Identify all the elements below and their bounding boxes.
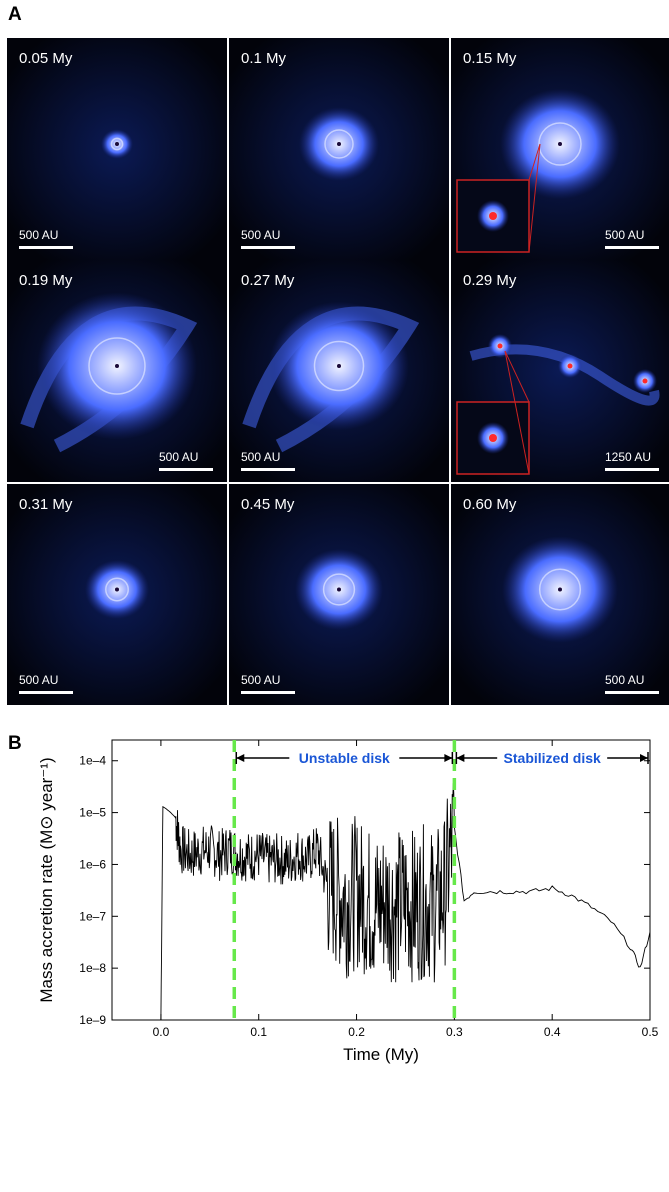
x-axis-label: Time (My) [343,1045,419,1064]
disk-image [229,260,449,482]
scale-bar: 1250 AU [605,450,661,474]
snapshot-tile: 0.19 My 500 AU [7,260,227,482]
snapshot-tile: 0.29 My 1250 AU [451,260,669,482]
scale-bar: 500 AU [241,228,297,252]
scale-bar-label: 500 AU [241,450,281,464]
snapshot-time-label: 0.15 My [463,50,517,67]
disk-image [451,484,669,705]
annotation-label: Unstable disk [299,750,390,766]
disk-image [451,38,669,260]
scale-bar: 500 AU [241,450,297,474]
scale-bar: 500 AU [19,673,75,697]
accretion-rate-chart: 0.0 0.1 0.2 0.3 0.4 0.5 1e–9 1e–8 1e–7 1e–6 1e–5 1e… [37,739,659,1064]
disk-image [229,484,449,705]
x-tick-label: 0.1 [250,1025,267,1039]
snapshot-time-label: 0.19 My [19,272,73,289]
scale-bar-label: 500 AU [605,228,645,242]
disk-image [229,38,449,260]
arrowhead [444,754,453,762]
snapshot-tile: 0.31 My 500 AU [7,484,227,705]
arrowhead [640,754,648,762]
y-tick-label: 1e–9 [79,1013,106,1027]
snapshot-tile: 0.05 My 500 AU [7,38,227,260]
scale-bar-label: 500 AU [159,450,199,464]
accretion-rate-plot: 0.0 0.1 0.2 0.3 0.4 0.5 1e–9 1e–8 1e–7 1e–6 1e–5 1e… [0,720,669,1187]
snapshot-tile: 0.15 My 500 AU [451,38,669,260]
y-tick-label: 1e–7 [79,909,106,923]
disk-image [7,484,227,705]
snapshot-time-label: 0.05 My [19,50,73,67]
y-tick-label: 1e–8 [79,961,106,975]
scale-bar: 500 AU [159,450,215,474]
snapshot-time-label: 0.29 My [463,272,517,289]
y-axis-label: Mass accretion rate (M⊙ year⁻¹) [37,757,56,1002]
snapshot-tile: 0.1 My 500 AU [229,38,449,260]
disk-image [451,260,669,482]
panel-label-b: B [8,733,22,754]
scale-bar-line [241,246,295,249]
x-tick-label: 0.3 [446,1025,463,1039]
y-tick-label: 1e–4 [79,754,106,768]
snapshot-time-label: 0.31 My [19,496,73,513]
scale-bar-label: 500 AU [19,228,59,242]
snapshot-time-label: 0.60 My [463,496,517,513]
scale-bar: 500 AU [241,673,297,697]
scale-bar-line [19,691,73,694]
x-tick-label: 0.2 [348,1025,365,1039]
scale-bar-label: 500 AU [241,673,281,687]
snapshot-time-label: 0.45 My [241,496,295,513]
x-tick-label: 0.5 [642,1025,659,1039]
disk-image [7,38,227,260]
arrowhead [236,754,245,762]
scale-bar-label: 500 AU [605,673,645,687]
scale-bar-label: 1250 AU [605,450,652,464]
annotation-label: Stabilized disk [504,750,601,766]
scale-bar-line [605,246,659,249]
snapshot-tile: 0.45 My 500 AU [229,484,449,705]
scale-bar-line [605,691,659,694]
scale-bar-line [159,468,213,471]
scale-bar-line [241,691,295,694]
y-tick-label: 1e–5 [79,806,106,820]
x-tick-label: 0.0 [153,1025,170,1039]
snapshot-tile: 0.60 My 500 AU [451,484,669,705]
scale-bar-line [605,468,659,471]
scale-bar-line [19,246,73,249]
y-tick-label: 1e–6 [79,857,106,871]
plot-frame [111,739,651,1021]
snapshot-time-label: 0.27 My [241,272,295,289]
accretion-trace [160,783,651,1021]
snapshot-tile: 0.27 My 500 AU [229,260,449,482]
snapshot-time-label: 0.1 My [241,50,287,67]
arrowhead [456,754,465,762]
scale-bar-label: 500 AU [19,673,59,687]
scale-bar: 500 AU [605,228,661,252]
scale-bar: 500 AU [19,228,75,252]
scale-bar-label: 500 AU [241,228,281,242]
scale-bar-line [241,468,295,471]
panel-label-a: A [8,4,22,25]
disk-image [7,260,227,482]
x-tick-label: 0.4 [544,1025,561,1039]
scale-bar: 500 AU [605,673,661,697]
